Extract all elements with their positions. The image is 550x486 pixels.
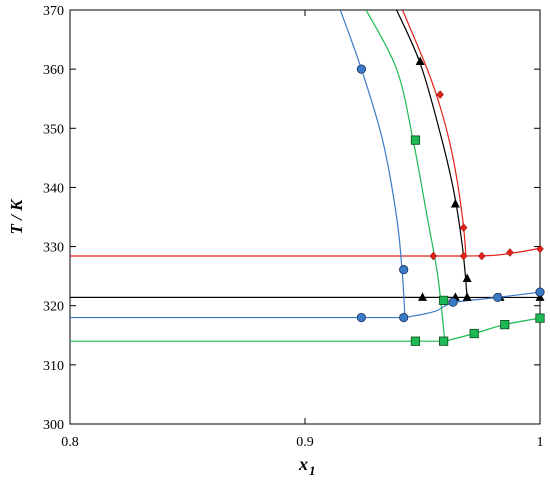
data-point-triangle — [462, 273, 472, 283]
y-tick-label: 340 — [43, 181, 64, 196]
y-tick-label: 310 — [43, 359, 64, 374]
data-point-diamond — [436, 90, 444, 99]
data-point-diamond — [429, 251, 438, 261]
x-tick-label: 0.9 — [296, 435, 314, 450]
x-tick-label: 0.8 — [61, 435, 79, 450]
data-point-triangle — [415, 56, 425, 65]
data-point-square — [439, 336, 449, 346]
data-point-square — [469, 328, 479, 339]
y-tick-label: 330 — [43, 241, 64, 256]
data-point-diamond — [459, 223, 468, 233]
liquidus-right-curve — [404, 291, 540, 319]
y-tick-label: 300 — [43, 418, 64, 433]
data-point-circle — [399, 312, 409, 323]
x-axis-title-main: x — [298, 454, 308, 474]
data-point-square — [410, 135, 421, 145]
liquidus-curve — [339, 10, 406, 318]
data-point-diamond — [506, 248, 514, 257]
x-axis-title: x 1 — [298, 454, 316, 478]
x-tick-label: 1 — [537, 435, 544, 450]
ticks-layer: 300 310 320 330 340 350 360 370 0.8 0.9 1 — [43, 4, 544, 450]
data-point-square — [439, 295, 449, 305]
data-point-square — [535, 313, 545, 323]
x-axis-title-subscript: 1 — [309, 463, 316, 478]
series-group — [70, 10, 540, 342]
y-tick-label: 320 — [43, 300, 64, 315]
y-axis-title: T / K — [7, 198, 26, 235]
data-point-circle — [399, 265, 409, 275]
data-point-circle — [356, 64, 366, 74]
data-point-triangle — [462, 292, 472, 301]
plot-frame — [69, 9, 541, 425]
data-point-triangle — [418, 292, 427, 301]
data-point-circle — [356, 312, 366, 323]
y-tick-label: 370 — [43, 4, 64, 19]
data-point-triangle — [450, 198, 460, 208]
data-point-diamond — [459, 251, 468, 261]
data-point-circle — [448, 297, 458, 307]
data-point-square — [500, 320, 510, 330]
y-tick-label: 360 — [43, 63, 64, 78]
data-point-diamond — [477, 251, 486, 261]
data-point-circle — [535, 287, 545, 297]
liquidus-curve — [401, 10, 467, 257]
liquidus-right-curve — [465, 247, 540, 257]
data-point-circle — [493, 292, 503, 303]
series-layer — [70, 10, 545, 346]
liquidus-curve — [365, 10, 446, 342]
y-tick-label: 350 — [43, 122, 64, 137]
data-point-square — [410, 336, 421, 346]
liquidus-right-curve — [444, 317, 540, 342]
